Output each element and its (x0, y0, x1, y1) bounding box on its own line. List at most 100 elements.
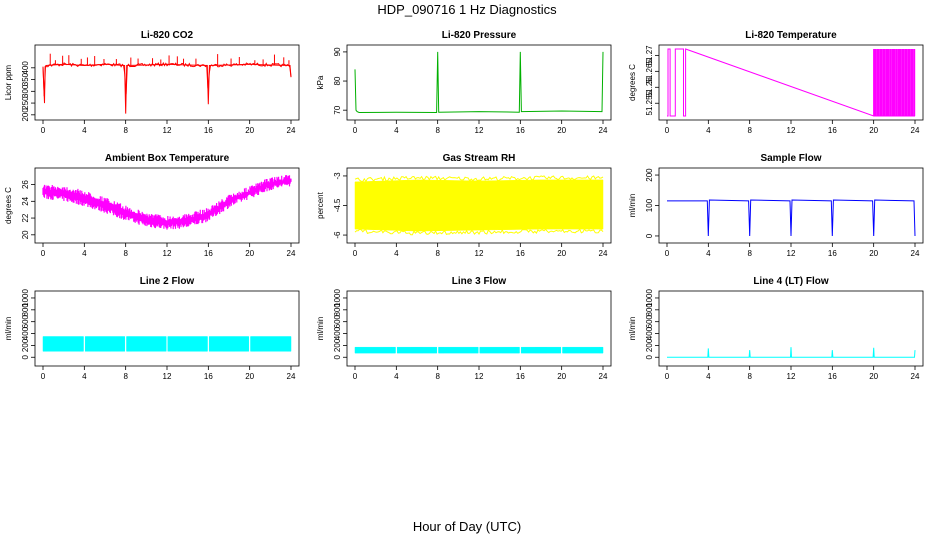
x-tick-label: 4 (394, 372, 399, 381)
x-tick-label: 24 (287, 372, 296, 381)
y-tick-label: 0 (333, 354, 342, 359)
plot-frame (346, 44, 612, 121)
series-line (667, 347, 916, 358)
plot-frame (34, 167, 300, 244)
y-tick-label: -6 (333, 231, 342, 239)
y-tick-label: 1000 (645, 289, 654, 307)
plot-area (354, 51, 604, 114)
x-tick-label: 0 (665, 126, 670, 135)
y-tick-label: 200 (645, 338, 654, 352)
x-tick-label: 4 (82, 126, 87, 135)
panel-title: Li-820 CO2 (141, 30, 194, 41)
y-tick-label: 600 (21, 314, 30, 328)
y-tick-label: 51.26 (645, 77, 654, 98)
panel-title: Li-820 Temperature (745, 30, 837, 41)
series-band-segment (167, 336, 208, 352)
y-tick-label: 100 (645, 198, 654, 212)
x-tick-label: 24 (599, 249, 608, 258)
panel-1: Li-820 Pressure 0 4 8 12 16 20 24 70 80 90 kPa (316, 30, 612, 135)
panel-5: Sample Flow 0 4 8 12 16 20 24 0 100 200 ml/min (628, 153, 924, 258)
panel-title: Sample Flow (760, 153, 821, 164)
y-tick-label: 250 (21, 96, 30, 110)
x-tick-label: 16 (516, 372, 525, 381)
series-band-segment (208, 336, 250, 352)
x-tick-label: 0 (353, 372, 358, 381)
panel-8: Line 4 (LT) Flow 0 4 8 12 16 20 24 0 200400600800… (628, 276, 924, 381)
x-tick-label: 0 (41, 249, 46, 258)
y-tick-label: 20 (21, 230, 30, 239)
x-tick-label: 12 (475, 126, 484, 135)
series-band-segment (84, 336, 126, 352)
y-tick-label: 51.265 (645, 59, 654, 84)
x-tick-label: 8 (435, 249, 440, 258)
x-tick-label: 8 (747, 249, 752, 258)
y-tick-label: 200 (21, 338, 30, 352)
x-tick-label: 20 (869, 249, 878, 258)
y-tick-label: 400 (21, 61, 30, 75)
x-tick-label: 24 (911, 126, 920, 135)
x-tick-label: 16 (516, 126, 525, 135)
x-tick-label: 16 (204, 372, 213, 381)
x-tick-label: 0 (41, 372, 46, 381)
y-axis-label: ml/min (4, 317, 13, 341)
x-tick-label: 16 (828, 249, 837, 258)
x-tick-label: 4 (82, 249, 87, 258)
series-line (667, 199, 916, 237)
plot-frame (34, 290, 300, 367)
series-band-segment (520, 346, 562, 354)
x-tick-label: 20 (557, 249, 566, 258)
panel-3: Ambient Box Temperature 0 4 8 12 16 20 24 20 22 24… (4, 153, 300, 258)
plot-frame (34, 44, 300, 121)
y-tick-label: 90 (333, 47, 342, 56)
y-tick-label: -3 (333, 172, 342, 180)
panel-4: Gas Stream RH 0 4 8 12 16 20 24 -6 -4.5 -3 percent (316, 153, 612, 258)
x-tick-label: 8 (123, 126, 128, 135)
x-tick-label: 4 (82, 372, 87, 381)
series-band (42, 175, 292, 230)
y-axis-label: ml/min (316, 317, 325, 341)
plot-area (667, 199, 916, 237)
y-tick-label: 600 (645, 314, 654, 328)
figure-x-axis-label: Hour of Day (UTC) (413, 519, 521, 534)
x-tick-label: 16 (204, 249, 213, 258)
y-tick-label: 1000 (333, 289, 342, 307)
x-tick-label: 4 (706, 126, 711, 135)
y-tick-label: 24 (21, 196, 30, 205)
y-axis-label: degrees C (628, 64, 637, 101)
x-tick-label: 24 (599, 126, 608, 135)
series-band-segment (354, 179, 604, 232)
x-tick-label: 24 (599, 372, 608, 381)
x-tick-label: 16 (828, 372, 837, 381)
x-tick-label: 4 (394, 249, 399, 258)
panel-title: Ambient Box Temperature (105, 153, 230, 164)
y-tick-label: 200 (21, 108, 30, 122)
x-tick-label: 8 (123, 249, 128, 258)
y-tick-label: 200 (645, 168, 654, 182)
y-tick-label: 800 (645, 303, 654, 317)
y-tick-label: 350 (21, 72, 30, 86)
y-axis-label: Licor ppm (4, 65, 13, 100)
x-tick-label: 20 (869, 126, 878, 135)
plot-area (667, 347, 916, 358)
x-tick-label: 8 (123, 372, 128, 381)
x-tick-label: 0 (665, 249, 670, 258)
series-noise-lower (354, 228, 604, 236)
x-tick-label: 4 (394, 126, 399, 135)
y-tick-label: 400 (21, 326, 30, 340)
y-axis-label: degrees C (4, 187, 13, 224)
y-tick-label: -4.5 (333, 198, 342, 212)
x-tick-label: 8 (435, 126, 440, 135)
y-tick-label: 51.255 (645, 90, 654, 115)
y-tick-label: 51.27 (645, 45, 654, 66)
plot-area (354, 175, 604, 236)
y-tick-label: 80 (333, 76, 342, 85)
panel-title: Gas Stream RH (443, 153, 516, 164)
x-tick-label: 12 (475, 372, 484, 381)
x-tick-label: 24 (911, 249, 920, 258)
series-noise (42, 61, 292, 97)
plot-area (42, 53, 292, 114)
x-tick-label: 24 (911, 372, 920, 381)
